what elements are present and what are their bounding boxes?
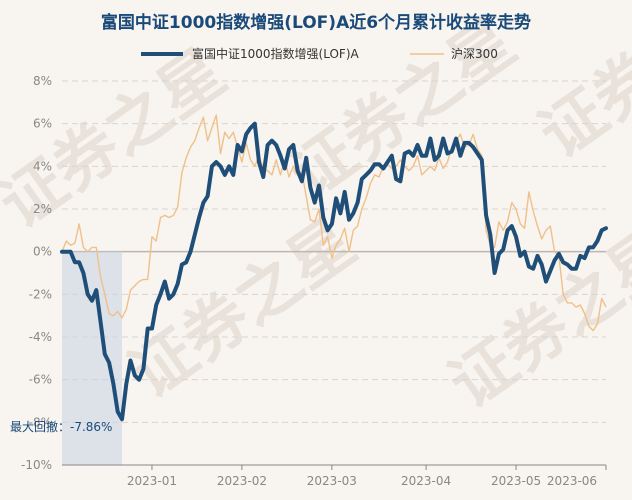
y-tick-label: -8% [29,415,52,429]
watermark-text: 证券之星 [527,0,632,173]
max-drawdown-area [62,251,122,465]
y-tick-label: 2% [33,202,52,216]
y-tick-label: 4% [33,159,52,173]
drawdown-area [62,251,122,465]
legend-label-index: 沪深300 [451,47,498,61]
legend: 富国中证1000指数增强(LOF)A 沪深300 [141,46,498,61]
y-tick-label: 8% [33,74,52,88]
y-tick-label: -6% [29,373,52,387]
x-tick-label: 2023-06 [547,474,597,488]
y-tick-label: 0% [33,245,52,259]
x-tick-label: 2023-04 [401,474,451,488]
series-line-index [61,114,607,332]
x-axis: 2023-01 2023-02 2023-03 2023-04 2023-05 2023-… [62,464,607,488]
watermark-text: 证券之星 [277,6,529,213]
y-tick-label: -2% [29,287,52,301]
x-tick-label: 2023-01 [127,474,177,488]
x-tick-label: 2023-02 [217,474,267,488]
y-axis: 8% 6% 4% 2% 0% -2% -4% -6% -8% -10% [21,74,52,472]
series-group [60,114,608,422]
max-drawdown-label: 最大回撤：-7.86% [10,419,112,434]
watermark-text: 证券之星 [437,216,632,423]
x-tick-label: 2023-05 [491,474,541,488]
chart-title: 富国中证1000指数增强(LOF)A近6个月累计收益率走势 [101,12,531,33]
series-line-fund [60,121,608,422]
x-tick-label: 2023-03 [307,474,357,488]
y-tick-label: -10% [21,458,52,472]
y-tick-label: -4% [29,330,52,344]
legend-label-fund: 富国中证1000指数增强(LOF)A [192,46,360,61]
y-tick-label: 6% [33,117,52,131]
